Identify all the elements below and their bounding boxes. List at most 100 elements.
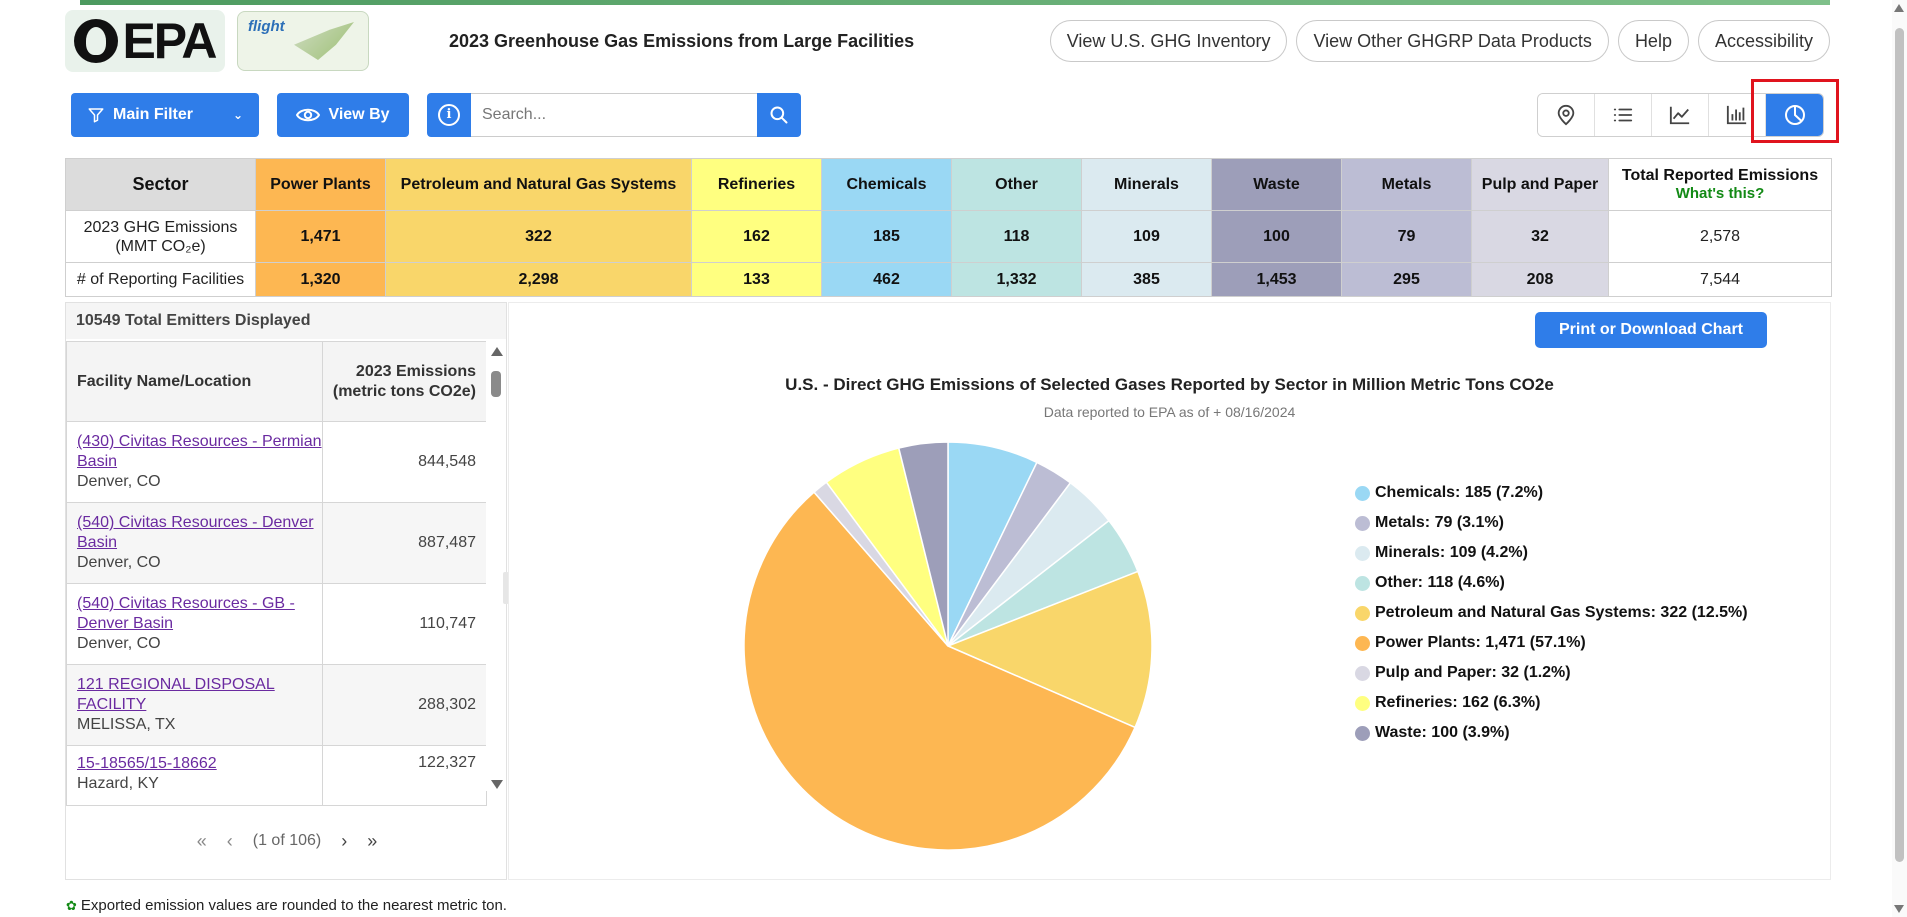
bar-view-button[interactable]	[1709, 94, 1766, 136]
panel-splitter[interactable]	[503, 572, 509, 604]
search-info-button[interactable]: i	[427, 93, 471, 137]
legend-swatch	[1355, 515, 1370, 531]
trend-view-button[interactable]	[1652, 94, 1709, 136]
first-page-button[interactable]: «	[196, 830, 207, 851]
emissions-row-label-line1: 2023 GHG Emissions	[83, 218, 238, 236]
facility-location: Denver, CO	[77, 473, 161, 490]
facility-location: Denver, CO	[77, 554, 161, 571]
emissions-row-label: 2023 GHG Emissions (MMT CO₂e)	[65, 210, 256, 263]
view-switch	[1537, 93, 1824, 137]
scroll-down-icon[interactable]	[491, 780, 503, 789]
map-view-button[interactable]	[1538, 94, 1595, 136]
legend-item[interactable]: Pulp and Paper: 32 (1.2%)	[1355, 658, 1748, 688]
sector-emissions-row: 2023 GHG Emissions (MMT CO₂e) 1,471 322 16…	[65, 210, 1832, 263]
table-row[interactable]: 121 REGIONAL DISPOSAL FACILITY MELISSA, T…	[66, 664, 487, 746]
map-pin-icon	[1557, 104, 1575, 126]
main-filter-button[interactable]: Main Filter ⌄	[71, 93, 259, 137]
legend-label: Chemicals: 185 (7.2%)	[1375, 484, 1544, 501]
legend-item[interactable]: Metals: 79 (3.1%)	[1355, 508, 1748, 538]
other-data-products-link[interactable]: View Other GHGRP Data Products	[1296, 20, 1609, 62]
page-scroll-thumb[interactable]	[1895, 28, 1904, 862]
chart-title: U.S. - Direct GHG Emissions of Selected …	[785, 375, 1554, 394]
whats-this-link[interactable]: What's this?	[1675, 185, 1765, 202]
list-view-button[interactable]	[1595, 94, 1652, 136]
legend-item[interactable]: Chemicals: 185 (7.2%)	[1355, 478, 1748, 508]
pie-slice-power-plants[interactable]	[743, 491, 1137, 851]
chart-legend: Chemicals: 185 (7.2%) Metals: 79 (3.1%) Mi…	[1355, 478, 1748, 748]
prev-page-button[interactable]: ‹	[226, 830, 233, 851]
scroll-up-icon[interactable]	[491, 347, 503, 356]
facility-link[interactable]: (540) Civitas Resources - Denver Basin	[77, 514, 314, 551]
ghg-inventory-link[interactable]: View U.S. GHG Inventory	[1049, 20, 1288, 62]
help-link[interactable]: Help	[1617, 20, 1689, 62]
sector-facilities-row: # of Reporting Facilities 1,320 2,298 133 4…	[65, 262, 1832, 297]
facility-location: MELISSA, TX	[77, 716, 176, 733]
accessibility-link[interactable]: Accessibility	[1697, 20, 1830, 62]
sector-emissions-7: 79	[1341, 210, 1472, 263]
legend-item[interactable]: Power Plants: 1,471 (57.1%)	[1355, 628, 1748, 658]
legend-item[interactable]: Minerals: 109 (4.2%)	[1355, 538, 1748, 568]
scroll-thumb[interactable]	[491, 371, 501, 397]
table-row[interactable]: 15-18565/15-18662 Hazard, KY 122,327	[66, 745, 487, 806]
sector-facilities-0: 1,320	[255, 262, 386, 297]
list-scrollbar[interactable]	[486, 341, 506, 791]
sector-header-8: Pulp and Paper	[1471, 158, 1609, 211]
last-page-button[interactable]: »	[367, 830, 378, 851]
legend-swatch	[1355, 695, 1370, 711]
legend-swatch	[1355, 575, 1370, 591]
pie-view-button[interactable]	[1766, 94, 1823, 136]
facility-link[interactable]: (430) Civitas Resources - Permian Basin	[77, 433, 322, 470]
legend-item[interactable]: Petroleum and Natural Gas Systems: 322 (…	[1355, 598, 1748, 628]
legend-item[interactable]: Waste: 100 (3.9%)	[1355, 718, 1748, 748]
total-emissions-value: 2,578	[1608, 210, 1832, 263]
page-scrollbar[interactable]	[1892, 0, 1907, 917]
emitters-count: 10549 Total Emitters Displayed	[66, 303, 506, 339]
sector-emissions-1: 322	[385, 210, 692, 263]
footnote-text: Exported emission values are rounded to …	[80, 897, 507, 914]
page-scroll-down-icon[interactable]	[1894, 905, 1904, 913]
sector-facilities-8: 208	[1471, 262, 1609, 297]
print-download-chart-button[interactable]: Print or Download Chart	[1535, 312, 1767, 348]
page-scroll-up-icon[interactable]	[1894, 4, 1904, 12]
toolbar: Main Filter ⌄ View By i	[71, 93, 801, 137]
sector-summary-table: Sector Power Plants Petroleum and Natural…	[65, 158, 1832, 297]
plane-icon	[294, 22, 354, 60]
legend-item[interactable]: Other: 118 (4.6%)	[1355, 568, 1748, 598]
sector-facilities-1: 2,298	[385, 262, 692, 297]
facility-location: Hazard, KY	[77, 775, 159, 792]
search-button[interactable]	[757, 93, 801, 137]
search-input[interactable]	[471, 93, 757, 137]
facility-table-body: (430) Civitas Resources - Permian Basin D…	[66, 421, 487, 806]
facility-list-panel: 10549 Total Emitters Displayed Facility …	[65, 302, 507, 880]
sector-header-7: Metals	[1341, 158, 1472, 211]
legend-label: Other: 118 (4.6%)	[1375, 574, 1505, 591]
legend-label: Metals: 79 (3.1%)	[1375, 514, 1504, 531]
table-row[interactable]: (430) Civitas Resources - Permian Basin D…	[66, 421, 487, 503]
main-filter-label: Main Filter	[113, 106, 194, 123]
pie-slice-waste[interactable]	[897, 441, 949, 647]
legend-label: Refineries: 162 (6.3%)	[1375, 694, 1541, 711]
epa-logo[interactable]: EPA	[65, 10, 225, 72]
table-row[interactable]: (540) Civitas Resources - Denver Basin De…	[66, 502, 487, 584]
legend-item[interactable]: Refineries: 162 (6.3%)	[1355, 688, 1748, 718]
pie-slice-petroleum-and-natural-gas-systems[interactable]	[946, 570, 1153, 729]
legend-swatch	[1355, 485, 1370, 501]
sector-header-5: Minerals	[1081, 158, 1212, 211]
facilities-row-label: # of Reporting Facilities	[65, 262, 256, 297]
sector-emissions-5: 109	[1081, 210, 1212, 263]
flight-logo[interactable]: flight	[237, 11, 369, 71]
next-page-button[interactable]: ›	[341, 830, 348, 851]
table-row[interactable]: (540) Civitas Resources - GB - Denver Ba…	[66, 583, 487, 665]
facility-link[interactable]: (540) Civitas Resources - GB - Denver Ba…	[77, 595, 295, 632]
facility-cell: (430) Civitas Resources - Permian Basin D…	[66, 421, 323, 503]
top-stripe	[80, 0, 1830, 5]
page-status: (1 of 106)	[252, 832, 322, 849]
legend-swatch	[1355, 665, 1370, 681]
search-icon	[770, 106, 788, 124]
view-by-button[interactable]: View By	[277, 93, 409, 137]
facility-link[interactable]: 121 REGIONAL DISPOSAL FACILITY	[77, 676, 275, 713]
facility-link[interactable]: 15-18565/15-18662	[77, 755, 217, 772]
emissions-column-header[interactable]: 2023 Emissions (metric tons CO2e)	[322, 341, 487, 422]
facility-name-column-header[interactable]: Facility Name/Location	[66, 341, 323, 422]
